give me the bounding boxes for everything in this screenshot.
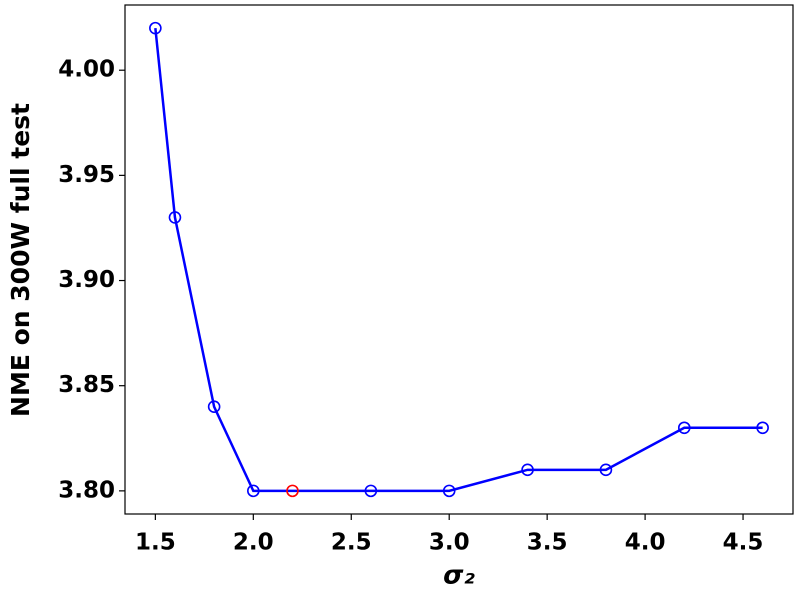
marker [442, 484, 456, 498]
y-tick-label: 3.85 [58, 372, 115, 398]
x-axis-label: σ₂ [443, 561, 475, 591]
x-tick-label: 2.5 [331, 530, 372, 556]
x-tick-label: 4.5 [723, 530, 764, 556]
y-tick-label: 4.00 [58, 57, 115, 83]
y-tick-label: 3.80 [58, 477, 115, 503]
marker [756, 421, 769, 435]
y-tick-label: 3.90 [58, 267, 115, 293]
x-tick-label: 4.0 [625, 530, 666, 556]
marker [599, 463, 613, 477]
plot-frame [124, 4, 794, 515]
x-tick-label: 3.5 [527, 530, 568, 556]
y-axis-label: NME on 300W full test [6, 103, 35, 417]
marker [207, 400, 221, 414]
marker [149, 21, 162, 35]
marker [247, 484, 260, 498]
marker [364, 484, 378, 498]
y-tick-label: 3.95 [58, 162, 115, 188]
line [154, 28, 763, 493]
marker [168, 211, 182, 224]
x-tick-label: 3.0 [429, 530, 470, 556]
x-tick-label: 1.5 [135, 530, 176, 556]
x-tick-label: 2.0 [233, 530, 274, 556]
marker [521, 463, 534, 477]
marker [677, 421, 691, 435]
marker [286, 484, 299, 498]
